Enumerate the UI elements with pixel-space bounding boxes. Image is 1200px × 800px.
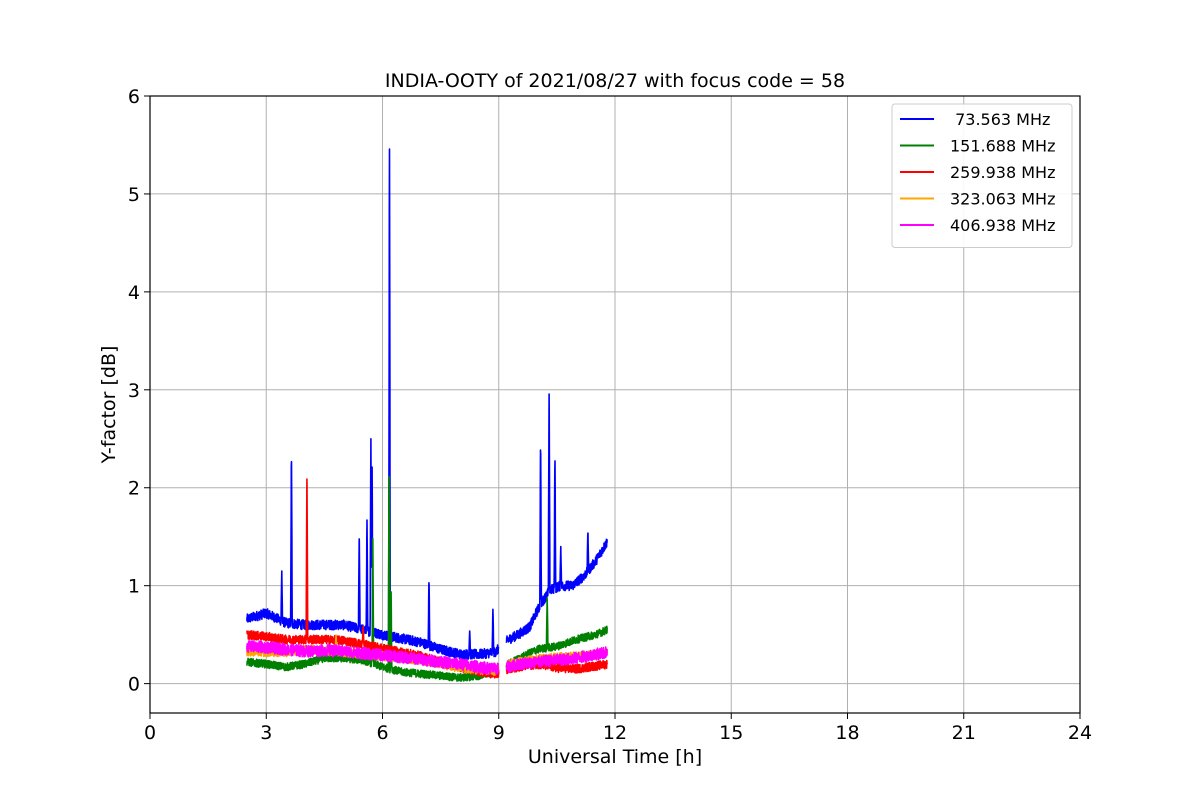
x-axis-label: Universal Time [h] (528, 746, 702, 768)
x-tick-label: 9 (493, 722, 505, 744)
y-tick-label: 3 (128, 380, 140, 402)
legend-label-3: 323.063 MHz (950, 190, 1055, 209)
y-tick-label: 1 (128, 576, 140, 598)
grid (149, 95, 1081, 713)
series-line-4 (246, 639, 500, 675)
y-tick-label: 2 (128, 478, 140, 500)
chart-title: INDIA-OOTY of 2021/08/27 with focus code… (385, 70, 845, 92)
x-tick-label: 24 (1068, 722, 1092, 744)
legend: 73.563 MHz 151.688 MHz 259.938 MHz 323.063 … (891, 103, 1073, 248)
legend-label-0: 73.563 MHz (950, 110, 1050, 129)
x-tick-label: 3 (260, 722, 272, 744)
y-tick-label: 6 (128, 86, 140, 108)
series-line-1 (246, 475, 500, 682)
y-tick-label: 4 (128, 282, 140, 304)
y-axis-label: Y-factor [dB] (98, 346, 120, 465)
x-tick-label: 12 (603, 722, 627, 744)
y-tick-label: 0 (128, 674, 140, 696)
x-tick-label: 18 (835, 722, 859, 744)
series-line-1 (505, 597, 608, 669)
series-lines (246, 148, 608, 682)
legend-label-4: 406.938 MHz (950, 216, 1055, 235)
legend-label-1: 151.688 MHz (950, 137, 1055, 156)
legend-box (891, 103, 1073, 248)
legend-label-2: 259.938 MHz (950, 163, 1055, 182)
x-tick-label: 0 (144, 722, 156, 744)
series-line-4 (505, 646, 608, 674)
series-line-0 (505, 393, 608, 644)
x-tick-label: 15 (719, 722, 743, 744)
x-tick-label: 21 (952, 722, 976, 744)
x-tick-label: 6 (376, 722, 388, 744)
y-tick-label: 5 (128, 184, 140, 206)
